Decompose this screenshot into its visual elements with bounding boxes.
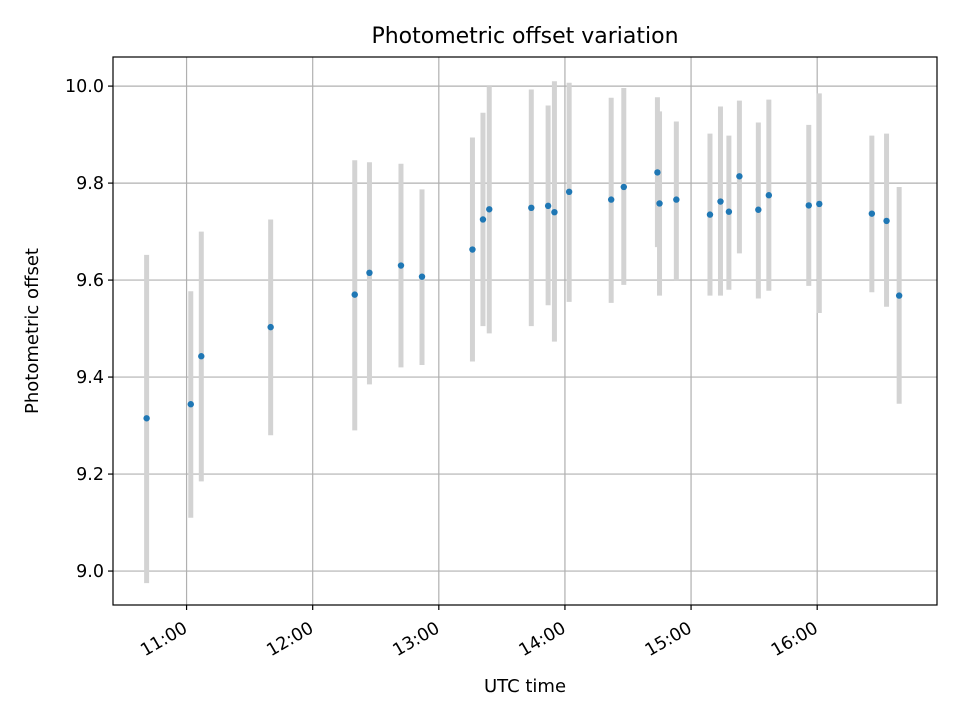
data-point xyxy=(397,262,405,269)
data-points xyxy=(143,169,903,422)
data-point xyxy=(706,211,714,218)
data-point xyxy=(736,173,743,180)
data-point xyxy=(528,204,535,212)
data-point xyxy=(486,206,493,213)
data-point xyxy=(868,210,876,217)
data-point xyxy=(717,198,724,205)
data-point xyxy=(755,206,762,213)
y-tick-label: 9.0 xyxy=(76,562,104,582)
data-point xyxy=(143,415,150,422)
data-point xyxy=(366,269,373,277)
data-point xyxy=(544,202,552,210)
data-point xyxy=(805,202,812,209)
y-axis-label: Photometric offset xyxy=(22,248,43,414)
data-point xyxy=(565,188,573,196)
data-point xyxy=(187,401,194,408)
data-point xyxy=(816,200,823,208)
plot-frame xyxy=(112,56,938,606)
data-point xyxy=(418,273,426,280)
y-tick-label: 9.4 xyxy=(76,368,104,388)
data-point xyxy=(654,169,661,176)
y-tick-label: 9.6 xyxy=(76,271,104,291)
y-tick-label: 9.2 xyxy=(76,465,104,485)
data-point xyxy=(469,246,476,253)
data-point xyxy=(656,200,663,207)
data-point xyxy=(607,196,615,203)
data-point xyxy=(883,217,890,225)
data-point xyxy=(267,323,274,331)
chart-title: Photometric offset variation xyxy=(371,24,678,49)
data-point xyxy=(673,196,680,203)
data-point xyxy=(198,353,205,360)
data-point xyxy=(479,216,487,223)
data-point xyxy=(895,292,903,299)
y-tick-label: 9.8 xyxy=(76,174,104,194)
data-point xyxy=(765,192,773,199)
data-point xyxy=(551,208,558,216)
x-axis-label: UTC time xyxy=(484,676,566,697)
y-tick-label: 10.0 xyxy=(65,77,104,97)
data-point xyxy=(725,208,733,215)
data-point xyxy=(351,291,358,298)
data-point xyxy=(620,183,627,191)
